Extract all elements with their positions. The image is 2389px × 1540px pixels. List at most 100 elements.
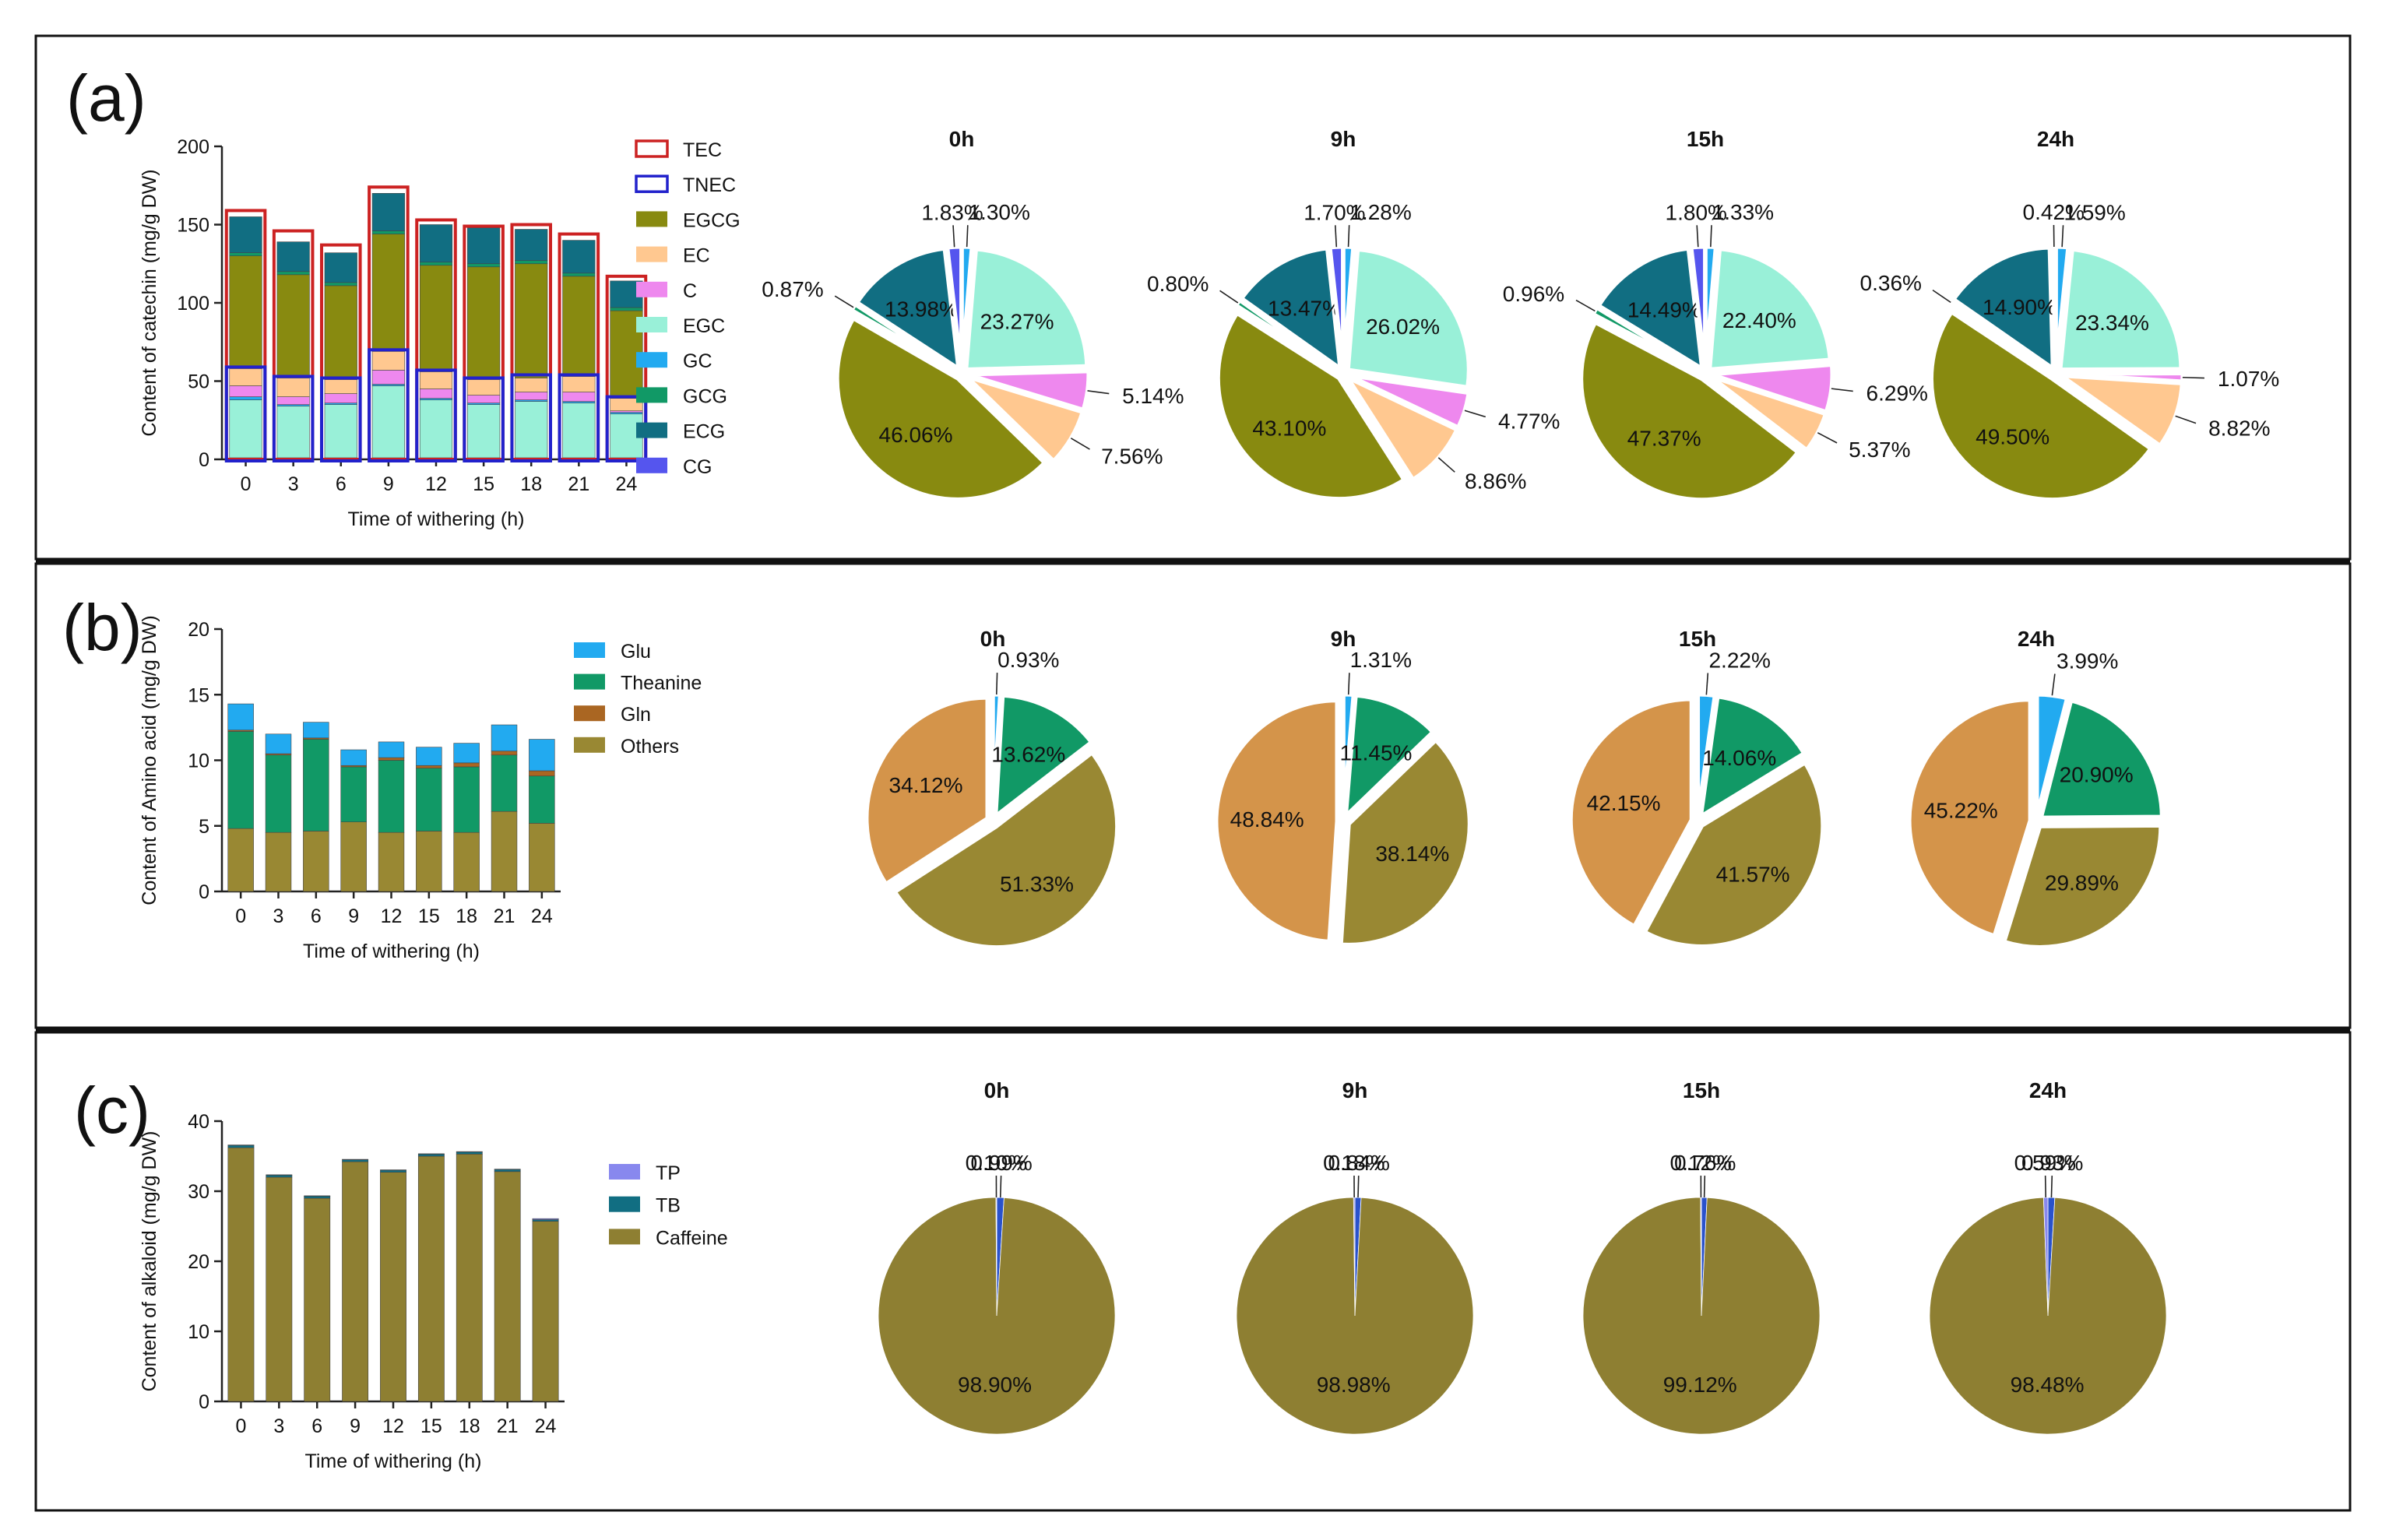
pie-slice-gcg [1233,297,1339,372]
legend-label: CG [683,456,712,478]
legend-label: TB [656,1195,681,1217]
pie-slice-label: 26.02% [1366,315,1440,339]
pie-slice-label: 14.06% [1702,746,1776,770]
pie-slice-label: 4.77% [1498,409,1560,433]
pie-slice-label: 0.87% [762,277,823,301]
legend-swatch [636,352,667,368]
bar-segment-c [324,393,357,403]
pie-chart-0h: 0h 1.30% 23.27% 5.14% 7.56% 46.06% 0.87% 13.98%… [762,127,1184,501]
bar-segment-gc [229,396,262,400]
bar-segment-c [419,389,453,399]
x-tick-label: 21 [568,473,589,495]
bar-segment-gcg [610,307,643,311]
bar-segment-egc [371,385,405,459]
bar-segment-ecg [229,216,262,253]
bar-segment-others [265,832,292,892]
pie-slice-label: 1.59% [2064,200,2125,224]
y-tick-label: 100 [177,293,209,315]
legend-swatch [574,673,605,690]
bar-segment-c [562,392,596,402]
pie-leader-line [952,225,955,248]
bar-segment-others [303,831,329,892]
pie-slice-ecg [1951,245,2055,372]
bar-segment-tb [266,1175,293,1178]
pie-chart-24h: 24h 1.59% 23.34% 1.07% 8.82% 49.50% 0.36% 14.90… [1860,127,2279,501]
x-tick-label: 21 [497,1415,519,1437]
bar-segment-gcg [324,282,357,287]
bar-segment-gln [453,762,480,768]
legend-swatch [635,174,669,193]
y-tick-label: 20 [188,619,209,641]
pie-slice-label: 14.90% [1983,295,2057,319]
pie-leader-line [2175,415,2197,424]
y-tick-label: 150 [177,215,209,237]
bar-segment-tp [227,1144,255,1146]
bar-segment-egcg [515,263,548,378]
y-tick-label: 40 [188,1111,209,1133]
x-tick-label: 0 [235,905,246,927]
pie-slice-label: 5.37% [1849,438,1910,462]
bar-segment-gc [371,384,405,386]
bar-segment-tp [304,1195,331,1197]
pie-slice-label: 47.37% [1627,426,1701,450]
bar-segment-gc [324,403,357,405]
pie-slice-theanine [2039,698,2164,820]
legend-label: TEC [683,139,722,161]
pie-slice-label: 13.98% [885,297,959,322]
pie-slice-label: 0.93% [997,648,1059,672]
y-tick-label: 10 [188,751,209,772]
bar-segment-ec [515,378,548,392]
legend-swatch [635,139,669,158]
pie-slice-gcg [849,301,958,372]
legend-swatch [636,457,667,473]
bar-segment-theanine [303,739,329,832]
pie-slice-ecg [854,246,961,373]
pie-title: 15h [1683,1078,1720,1102]
pie-slice-egcg [1579,319,1801,502]
bar-outline-tnec [510,373,553,462]
bar-segment-ecg [515,229,548,262]
pie-slice-egc [2058,247,2183,372]
panel-c: (c) 0 10 20 30 40 0 3 6 9 12 15 18 21 24 Time of wither… [74,1074,2167,1472]
bar-segment-tb [342,1159,369,1162]
pie-slice-label: 8.82% [2208,416,2270,440]
bar-outline-tnec [558,373,600,462]
bar-segment-caffeine [342,1161,369,1402]
legend-swatch [574,642,605,658]
pie-leader-line [1464,410,1487,418]
legend-label: TP [656,1162,681,1184]
bar-segment-ec [562,376,596,392]
pie-slice-label: 0.42% [2023,200,2085,224]
x-tick-label: 0 [235,1415,246,1437]
bar-segment-others [227,828,254,892]
pie-leader-line [966,225,969,248]
panel-b: (b) 0 5 10 15 20 0 3 6 9 12 15 18 21 24 Time of witheri… [62,591,2164,962]
legend-label: Gln [621,704,651,726]
pie-leader-line [2050,1176,2053,1198]
pie-chart-0h: 0h0.93% 13.62% 51.33% 34.12% [864,627,1120,949]
pie-slice-label: 7.56% [1101,445,1163,469]
bar-outline-tnec [368,348,410,462]
legend-swatch [636,246,667,262]
bar-segment-gc [562,401,596,403]
panel-letter: (c) [74,1074,150,1147]
bar-segment-egcg [467,266,501,380]
pie-slice-label: 0.59% [2014,1151,2076,1175]
legend-label: Theanine [621,673,702,694]
pie-slice-label: 46.06% [879,423,953,447]
bar-segment-theanine [340,766,367,822]
pie-slice-label: 0.96% [1503,282,1564,306]
x-tick-label: 12 [382,1415,404,1437]
legend-swatch [636,281,667,297]
bar-segment-ec [324,379,357,394]
bar-segment-tp [380,1169,406,1171]
pie-slice-tp [1353,1197,1356,1317]
panel-a: (a) 0 50 100 150 200 0 3 6 9 12 15 18 21 24 Time of wit… [66,62,2279,530]
legend-label: Caffeine [656,1227,728,1249]
y-tick-label: 0 [199,449,209,471]
bar-segment-gc [515,399,548,402]
x-axis-title: Time of withering (h) [303,941,480,962]
pie-leader-line [1087,390,1110,395]
bar-outline-tnec [415,368,457,462]
